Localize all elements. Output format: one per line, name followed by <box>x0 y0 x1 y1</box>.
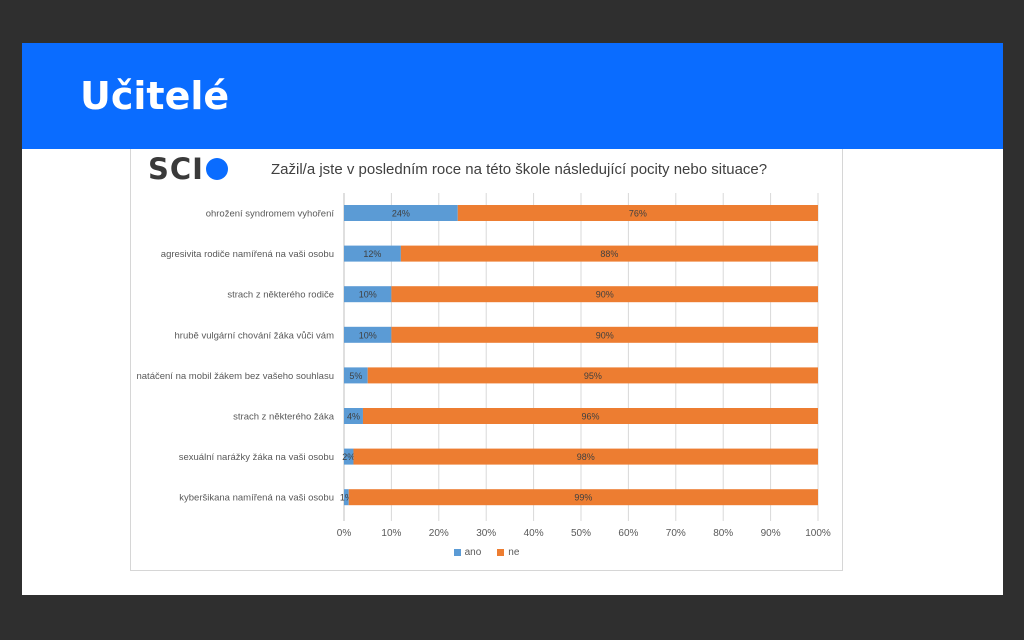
scio-logo: SCI <box>148 151 228 187</box>
x-tick-label: 20% <box>429 528 449 539</box>
slide-title: Učitelé <box>80 74 230 118</box>
logo-text: SCI <box>148 152 204 186</box>
bar-ne <box>391 326 818 343</box>
x-tick-label: 100% <box>805 528 831 539</box>
x-tick-label: 40% <box>524 528 544 539</box>
bar-ne <box>391 286 818 303</box>
legend-swatch-ano <box>453 549 461 556</box>
bar-ne <box>457 205 818 221</box>
data-label-ano: 1% <box>340 493 353 503</box>
category-label: hrubě vulgární chování žáka vůči vám <box>175 330 335 341</box>
category-label: agresivita rodiče namířená na vaši osobu <box>161 249 334 260</box>
category-label: ohrožení syndromem vyhoření <box>206 209 335 220</box>
bar-chart: 0% 10% 20% 30% 40% 50% 60% 70% 80% 90% 100% ohrožen… <box>136 193 831 539</box>
bar-ne <box>367 367 818 384</box>
data-label-ne: 88% <box>600 249 618 259</box>
data-label-ne: 96% <box>581 412 599 422</box>
title-banner: Učitelé <box>22 43 1003 149</box>
x-tick-label: 10% <box>381 528 401 539</box>
x-tick-label: 30% <box>476 528 496 539</box>
data-label-ano: 10% <box>359 330 377 340</box>
chart-frame: SCI Zažil/a jste v posledním roce na tét… <box>130 149 843 571</box>
category-label: strach z některého žáka <box>233 412 335 423</box>
x-tick-label: 50% <box>571 528 591 539</box>
data-label-ano: 4% <box>347 412 360 422</box>
data-label-ne: 90% <box>596 290 614 300</box>
bar-ne <box>400 245 818 262</box>
category-label: strach z některého rodiče <box>227 290 334 301</box>
legend-item-ne: ne <box>497 547 519 558</box>
bar-ne <box>348 489 818 506</box>
x-tick-label: 70% <box>666 528 686 539</box>
legend-swatch-ne <box>497 549 505 556</box>
data-label-ne: 95% <box>584 371 602 381</box>
data-label-ano: 5% <box>349 371 362 381</box>
bar-ano <box>344 448 354 465</box>
x-tick-label: 90% <box>761 528 781 539</box>
bar-ne <box>362 408 818 424</box>
x-tick-label: 60% <box>618 528 638 539</box>
legend-label-ano: ano <box>464 547 482 558</box>
chart-title: Zažil/a jste v posledním roce na této šk… <box>271 161 768 178</box>
bar-ano <box>344 205 458 221</box>
category-label: sexuální narážky žáka na vaši osobu <box>179 452 334 463</box>
data-label-ne: 98% <box>577 452 595 462</box>
x-tick-label: 80% <box>713 528 733 539</box>
bar-ano <box>344 286 392 303</box>
legend-label-ne: ne <box>508 547 520 558</box>
slide: Učitelé SCI Zažil/a jste v posledním roc… <box>22 43 1003 595</box>
data-label-ne: 76% <box>629 209 647 219</box>
data-label-ano: 12% <box>363 249 381 259</box>
bar-ne <box>353 448 818 465</box>
circle-o-icon <box>205 158 228 180</box>
category-label: kyberšikana namířená na vaši osobu <box>179 493 334 504</box>
bar-ano <box>344 245 401 262</box>
legend-item-ano: ano <box>453 547 482 558</box>
bar-ano <box>344 326 392 343</box>
bar-ano <box>344 408 363 424</box>
category-label: natáčení na mobil žákem bez vašeho souhl… <box>136 371 334 382</box>
bar-ano <box>344 489 349 506</box>
data-label-ano: 24% <box>392 209 410 219</box>
x-tick-label: 0% <box>337 528 352 539</box>
chart-legend: ano ne <box>131 547 842 558</box>
data-label-ne: 90% <box>596 330 614 340</box>
data-label-ano: 10% <box>359 290 377 300</box>
bar-ano <box>344 367 368 384</box>
data-label-ano: 2% <box>342 452 355 462</box>
data-label-ne: 99% <box>574 493 592 503</box>
